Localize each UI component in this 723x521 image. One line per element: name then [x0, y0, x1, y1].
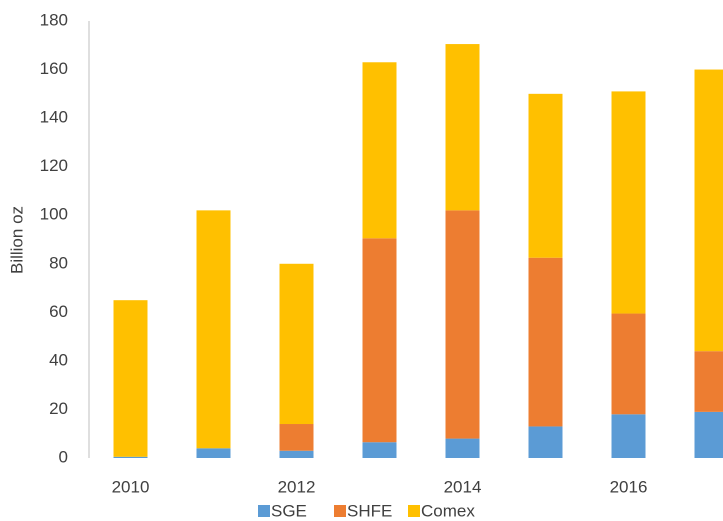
bar-segment	[279, 263, 314, 425]
y-tick-label: 80	[49, 253, 68, 272]
bar-segment	[611, 313, 646, 415]
bar-segment	[445, 210, 480, 439]
bar-segment	[445, 438, 480, 458]
legend-label: SHFE	[347, 501, 392, 520]
x-tick-label: 2014	[444, 477, 482, 496]
legend-swatch	[334, 505, 346, 517]
y-tick-label: 0	[59, 447, 68, 466]
y-tick-label: 120	[40, 156, 68, 175]
legend-label: Comex	[421, 501, 475, 520]
y-tick-label: 20	[49, 399, 68, 418]
y-tick-label: 180	[40, 10, 68, 29]
x-tick-label: 2010	[112, 477, 150, 496]
bar-segment	[694, 351, 723, 412]
bar-segment	[528, 93, 563, 258]
y-tick-label: 160	[40, 59, 68, 78]
bar-segment	[279, 424, 314, 451]
legend-swatch	[258, 505, 270, 517]
y-axis-label: Billion oz	[7, 206, 26, 274]
y-tick-label: 40	[49, 350, 68, 369]
bar-segment	[279, 450, 314, 458]
bar-segment	[196, 210, 231, 449]
bar-segment	[445, 44, 480, 211]
bar-segment	[362, 238, 397, 443]
bar-segment	[611, 414, 646, 458]
bar-segment	[196, 448, 231, 458]
y-tick-label: 60	[49, 302, 68, 321]
bar-segment	[611, 91, 646, 314]
x-tick-label: 2016	[610, 477, 648, 496]
bar-segment	[362, 62, 397, 239]
legend-swatch	[408, 505, 420, 517]
y-tick-label: 100	[40, 205, 68, 224]
bar-segment	[528, 426, 563, 458]
y-tick-label: 140	[40, 108, 68, 127]
bar-segment	[113, 300, 148, 457]
bar-segment	[694, 69, 723, 352]
bar-segment	[113, 456, 148, 458]
bar-segment	[362, 442, 397, 458]
legend-label: SGE	[271, 501, 307, 520]
bar-segment	[694, 411, 723, 458]
bar-segment	[528, 257, 563, 427]
x-tick-label: 2012	[278, 477, 316, 496]
